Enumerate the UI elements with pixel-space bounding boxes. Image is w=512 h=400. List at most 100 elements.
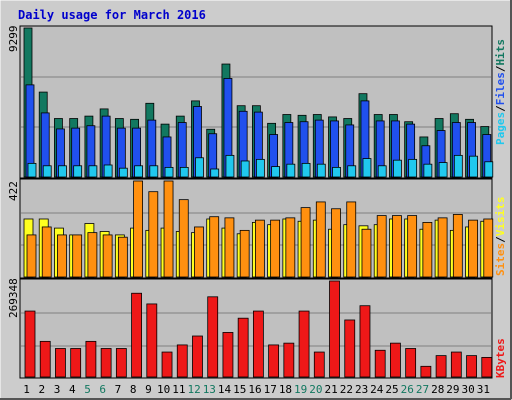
x-label-day-6: 6 xyxy=(99,383,106,396)
bar-kbytes-day-14 xyxy=(222,332,234,378)
x-label-day-4: 4 xyxy=(69,383,76,396)
bar-pages-day-24 xyxy=(377,165,387,178)
bar-kbytes-day-7 xyxy=(115,348,127,378)
x-label-day-29: 29 xyxy=(446,383,459,396)
bar-sites-day-14 xyxy=(224,217,235,278)
bar-pages-day-12 xyxy=(195,157,204,178)
bar-sites-day-31 xyxy=(483,218,494,278)
bar-kbytes-day-19 xyxy=(298,310,310,378)
bar-sites-day-6 xyxy=(102,234,113,278)
bar-pages-day-31 xyxy=(484,161,494,178)
x-label-day-28: 28 xyxy=(431,383,444,396)
bar-kbytes-day-12 xyxy=(192,335,203,378)
bar-pages-day-1 xyxy=(27,162,37,178)
bar-sites-day-27 xyxy=(422,222,433,278)
bar-sites-day-11 xyxy=(178,199,189,278)
bar-pages-day-5 xyxy=(88,165,98,178)
x-label-day-21: 21 xyxy=(325,383,338,396)
bar-kbytes-day-5 xyxy=(85,340,97,378)
x-label-day-13: 13 xyxy=(203,383,216,396)
bar-pages-day-19 xyxy=(301,162,311,178)
bar-kbytes-day-20 xyxy=(313,351,325,378)
bar-kbytes-day-24 xyxy=(374,349,386,378)
bar-kbytes-day-13 xyxy=(207,296,219,378)
x-label-day-20: 20 xyxy=(309,383,322,396)
bar-sites-day-5 xyxy=(87,232,98,278)
bar-kbytes-day-29 xyxy=(450,351,462,378)
bar-pages-day-20 xyxy=(316,163,326,178)
bar-sites-day-7 xyxy=(117,236,128,278)
x-label-day-23: 23 xyxy=(355,383,368,396)
bar-pages-day-4 xyxy=(73,165,83,178)
bar-sites-day-1 xyxy=(26,234,37,278)
bar-kbytes-day-26 xyxy=(405,348,417,378)
bar-sites-day-22 xyxy=(346,201,357,278)
x-label-day-1: 1 xyxy=(23,383,30,396)
x-label-day-11: 11 xyxy=(172,383,185,396)
bar-kbytes-day-4 xyxy=(70,348,82,378)
x-label-day-9: 9 xyxy=(145,383,152,396)
bar-sites-day-23 xyxy=(361,228,372,278)
bar-pages-day-25 xyxy=(393,159,402,178)
legend-visits: Visits xyxy=(494,197,507,237)
x-label-day-25: 25 xyxy=(385,383,398,396)
bar-pages-day-3 xyxy=(58,165,67,178)
bar-kbytes-day-1 xyxy=(24,310,36,378)
x-label-day-30: 30 xyxy=(462,383,475,396)
bar-sites-day-29 xyxy=(452,214,463,278)
x-label-day-3: 3 xyxy=(54,383,61,396)
bar-sites-day-18 xyxy=(285,217,296,278)
bar-pages-day-14 xyxy=(225,154,235,178)
bar-kbytes-day-10 xyxy=(161,351,173,378)
x-label-day-8: 8 xyxy=(130,383,137,396)
bar-kbytes-day-27 xyxy=(420,365,432,378)
bar-sites-day-20 xyxy=(315,201,326,278)
top-y-max-label: 9299 xyxy=(7,26,20,53)
bar-pages-day-18 xyxy=(286,163,296,178)
bar-kbytes-day-25 xyxy=(390,342,401,378)
bar-pages-day-6 xyxy=(103,164,113,178)
x-label-day-10: 10 xyxy=(157,383,170,396)
bar-sites-day-10 xyxy=(163,180,174,278)
bar-sites-day-12 xyxy=(194,226,204,278)
bar-kbytes-day-9 xyxy=(146,303,158,378)
bar-pages-day-2 xyxy=(42,165,52,178)
legend-sites: Sites xyxy=(494,243,507,276)
bar-pages-day-22 xyxy=(347,165,357,178)
legend-pages: Pages xyxy=(494,112,507,145)
x-label-day-5: 5 xyxy=(84,383,91,396)
x-label-day-7: 7 xyxy=(115,383,122,396)
bar-sites-day-4 xyxy=(72,234,83,278)
bar-pages-day-23 xyxy=(362,158,372,178)
bar-pages-day-13 xyxy=(210,168,220,178)
bar-kbytes-day-22 xyxy=(344,319,356,378)
x-axis-labels: 1 2 3 4 5 6 7 8 9 10 11 12 13 14 15 16 17 18 19 20 21 22 23 24 2… xyxy=(23,383,490,396)
bar-sites-day-15 xyxy=(239,229,250,278)
x-label-day-12: 12 xyxy=(187,383,200,396)
x-label-day-26: 26 xyxy=(401,383,414,396)
bar-pages-day-11 xyxy=(179,166,189,178)
bar-kbytes-day-16 xyxy=(252,310,264,378)
bar-pages-day-16 xyxy=(255,158,265,178)
legend-hits: Hits xyxy=(494,39,507,66)
bar-kbytes-day-11 xyxy=(176,344,188,378)
bar-kbytes-day-28 xyxy=(435,355,447,378)
x-label-day-22: 22 xyxy=(340,383,353,396)
bar-kbytes-day-18 xyxy=(283,342,295,378)
bar-sites-day-24 xyxy=(376,215,387,278)
bar-sites-day-19 xyxy=(300,207,311,278)
bar-pages-day-15 xyxy=(240,160,250,178)
bar-sites-day-25 xyxy=(392,215,402,278)
bar-pages-day-30 xyxy=(469,155,478,178)
middle-y-max-label: 422 xyxy=(7,181,20,201)
x-label-day-27: 27 xyxy=(416,383,429,396)
bar-pages-day-7 xyxy=(118,167,128,178)
bar-sites-day-2 xyxy=(41,226,52,278)
x-label-day-18: 18 xyxy=(279,383,292,396)
bar-sites-day-30 xyxy=(468,219,478,278)
bar-sites-day-8 xyxy=(133,180,143,278)
bar-kbytes-day-8 xyxy=(131,292,142,378)
legend-kbytes: KBytes xyxy=(494,338,507,378)
